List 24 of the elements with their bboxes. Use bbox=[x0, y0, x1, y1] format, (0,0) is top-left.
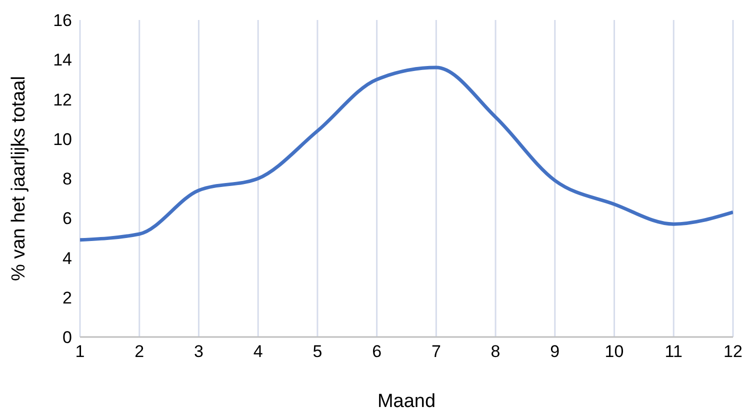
y-tick-label: 6 bbox=[62, 209, 72, 228]
x-tick-label: 11 bbox=[664, 342, 682, 362]
y-tick-label: 4 bbox=[62, 248, 72, 268]
x-tick-label: 6 bbox=[372, 342, 382, 362]
x-tick-label: 10 bbox=[604, 342, 624, 362]
y-tick-label: 14 bbox=[53, 50, 72, 70]
y-tick-label: 0 bbox=[62, 328, 72, 348]
y-tick-label: 2 bbox=[62, 288, 72, 308]
x-tick-label: 9 bbox=[550, 342, 560, 362]
x-tick-label: 5 bbox=[312, 342, 322, 362]
y-tick-label: 12 bbox=[53, 90, 72, 110]
x-tick-label: 1 bbox=[75, 342, 85, 362]
y-axis-title: % van het jaarlijks totaal bbox=[8, 76, 30, 281]
y-tick-label: 16 bbox=[53, 11, 72, 30]
x-tick-label: 2 bbox=[134, 342, 144, 362]
y-tick-label: 8 bbox=[62, 170, 72, 189]
line-series bbox=[80, 66, 733, 242]
x-tick-label: 3 bbox=[194, 342, 204, 362]
x-tick-label: 12 bbox=[724, 342, 742, 362]
x-tick-label: 8 bbox=[490, 342, 500, 362]
x-tick-label: 7 bbox=[431, 342, 441, 362]
x-axis-title: Maand bbox=[377, 391, 436, 412]
y-tick-label: 10 bbox=[53, 130, 72, 149]
x-tick-label: 4 bbox=[253, 342, 263, 362]
